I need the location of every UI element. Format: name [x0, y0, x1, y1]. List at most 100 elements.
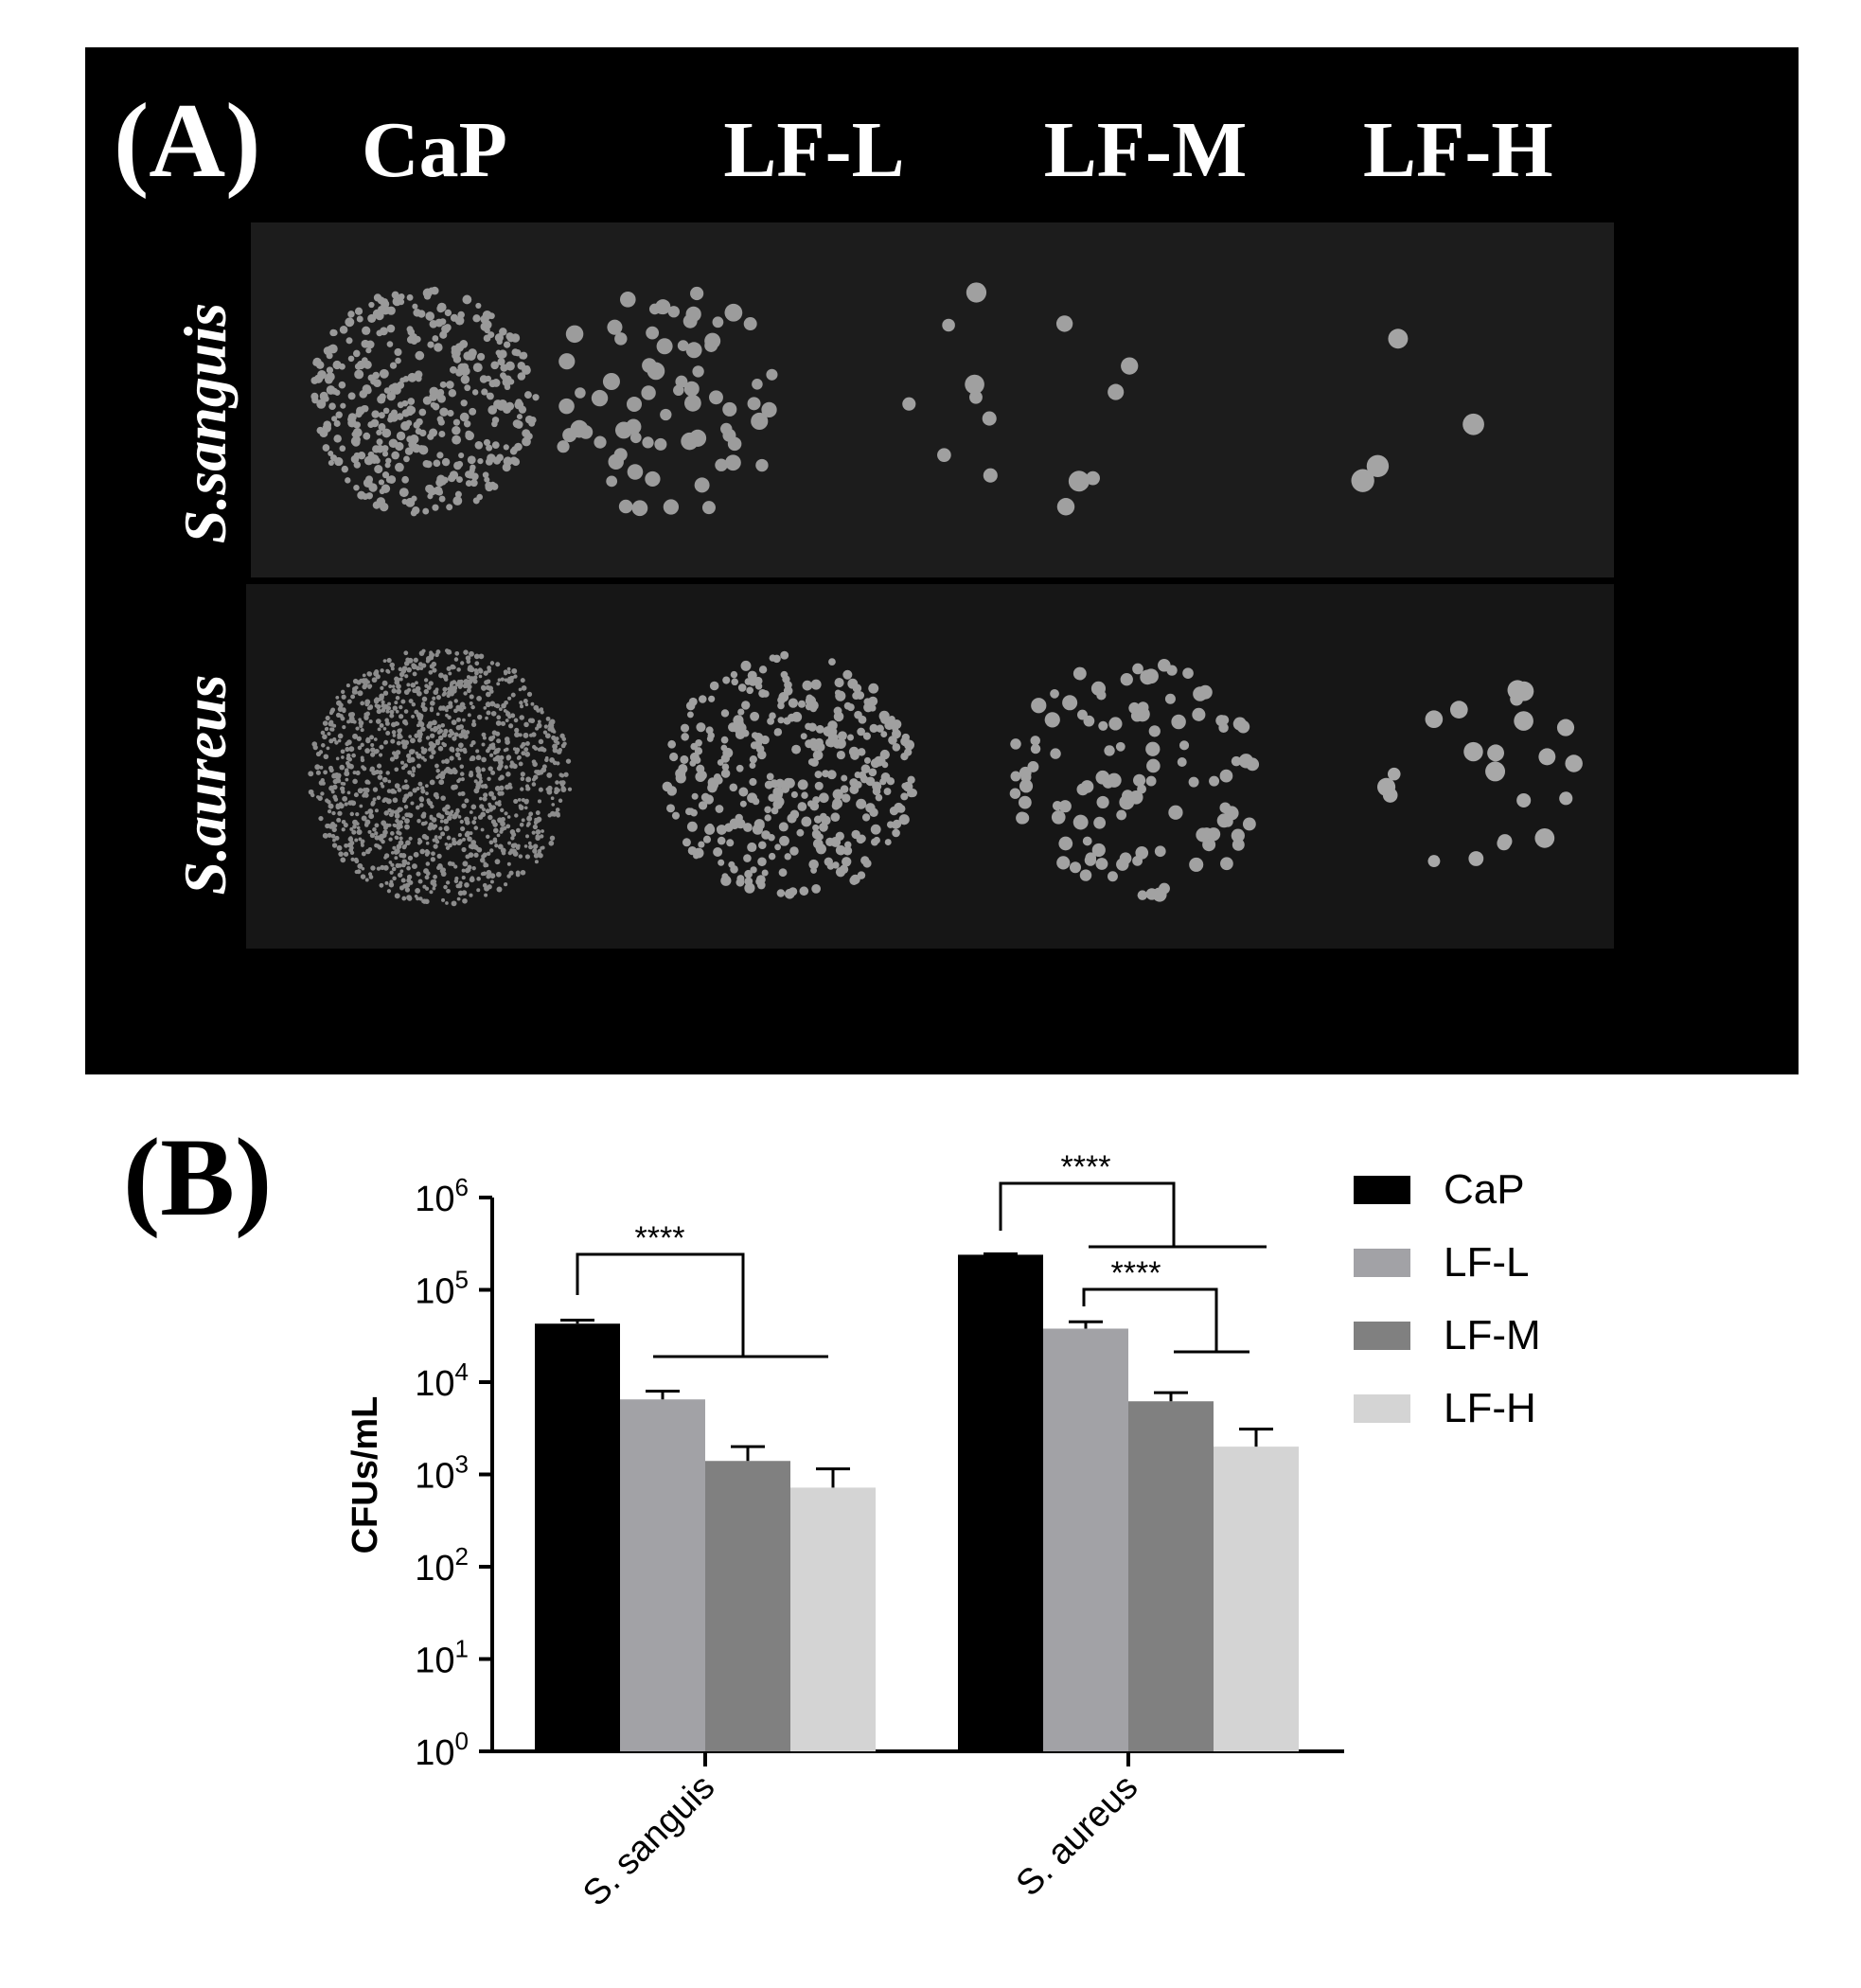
- colony: [619, 292, 636, 308]
- colony: [736, 819, 746, 829]
- colony: [456, 460, 464, 468]
- colony: [495, 349, 502, 356]
- colony: [525, 741, 530, 746]
- colony: [1140, 709, 1150, 719]
- colony: [390, 809, 396, 815]
- colony: [391, 730, 397, 735]
- colony: [334, 740, 339, 745]
- colony: [460, 375, 470, 384]
- colony: [544, 755, 549, 760]
- colony: [626, 396, 643, 412]
- plate-photo-image: [246, 222, 1614, 949]
- colony: [406, 861, 411, 865]
- colony: [445, 880, 451, 885]
- colony: [341, 790, 346, 794]
- colony: [369, 766, 375, 772]
- colony: [364, 822, 368, 826]
- colony: [982, 411, 997, 426]
- colony: [455, 724, 462, 731]
- colony: [860, 764, 871, 773]
- colony: [393, 754, 399, 760]
- colony: [487, 814, 493, 821]
- colony: [425, 791, 429, 796]
- colony: [698, 801, 708, 810]
- colony: [496, 738, 502, 744]
- colony: [446, 666, 452, 671]
- colony: [418, 429, 427, 437]
- colony: [517, 754, 522, 760]
- colony: [558, 798, 563, 803]
- colony: [352, 733, 359, 739]
- colony: [410, 682, 417, 688]
- colony: [418, 408, 427, 417]
- colony: [443, 825, 450, 832]
- colony: [364, 748, 370, 754]
- colony: [690, 286, 704, 301]
- colony: [744, 869, 753, 879]
- colony: [378, 753, 383, 757]
- colony: [434, 343, 443, 352]
- bar-lf-m-1: [1128, 1401, 1214, 1751]
- colony: [489, 661, 495, 666]
- colony: [337, 706, 344, 713]
- colony: [774, 843, 782, 851]
- colony: [1485, 761, 1506, 782]
- colony: [454, 752, 461, 757]
- colony: [349, 826, 354, 831]
- panel-a-label: (A): [114, 82, 261, 200]
- colony: [327, 808, 332, 814]
- colony: [457, 839, 463, 844]
- colony: [448, 728, 453, 734]
- colony: [404, 674, 409, 679]
- colony: [1351, 469, 1374, 492]
- colony: [1137, 890, 1148, 900]
- colony: [1232, 838, 1245, 851]
- colony: [703, 794, 714, 805]
- colony: [491, 441, 500, 450]
- colony: [337, 733, 344, 739]
- colony: [322, 832, 328, 839]
- colony: [371, 677, 378, 683]
- colony: [378, 770, 383, 775]
- colony: [357, 451, 366, 460]
- colony: [561, 737, 567, 741]
- colony: [392, 876, 397, 881]
- colony: [726, 839, 735, 847]
- colony: [461, 876, 466, 880]
- row-label-s-sanguis: S.sanguis: [171, 302, 239, 544]
- colony: [720, 876, 730, 885]
- colony: [463, 649, 469, 655]
- colony: [503, 341, 511, 348]
- colony: [436, 304, 445, 313]
- colony-dots: [308, 282, 1583, 907]
- colony: [394, 677, 400, 683]
- colony: [386, 306, 396, 315]
- colony: [406, 753, 412, 759]
- colony: [465, 730, 470, 735]
- colony: [869, 808, 878, 817]
- colony: [341, 694, 346, 700]
- colony: [904, 748, 913, 756]
- colony: [594, 435, 607, 449]
- colony: [422, 396, 432, 405]
- colony: [334, 456, 344, 467]
- colony: [414, 733, 419, 738]
- colony: [334, 389, 341, 396]
- colony: [722, 401, 737, 417]
- colony: [353, 690, 358, 695]
- colony: [353, 349, 361, 358]
- colony: [442, 807, 448, 812]
- colony: [490, 710, 497, 717]
- colony: [327, 832, 332, 838]
- colony: [407, 405, 417, 415]
- colony: [437, 745, 444, 752]
- colony: [381, 680, 388, 686]
- colony: [829, 728, 838, 736]
- colony: [456, 882, 463, 889]
- colony: [1096, 795, 1109, 809]
- colony: [432, 667, 437, 673]
- colony: [483, 706, 487, 710]
- colony: [469, 810, 473, 814]
- colony: [356, 869, 362, 875]
- colony: [408, 735, 413, 738]
